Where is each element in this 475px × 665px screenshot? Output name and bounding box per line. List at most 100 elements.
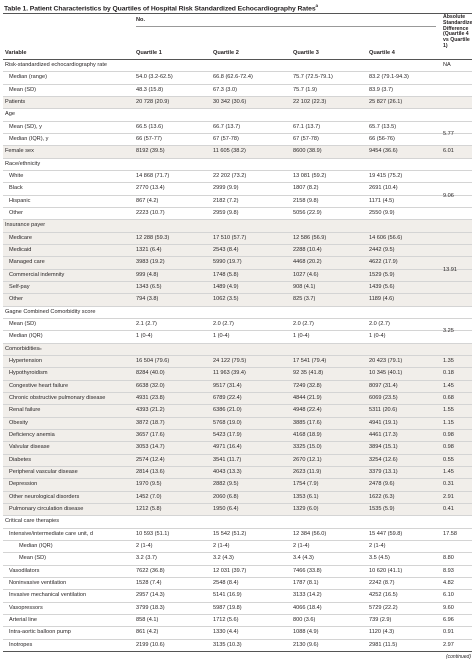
quartile-3-cell: 1807 (8.2) — [293, 185, 319, 192]
variable-label: Deficiency anemia — [9, 430, 137, 441]
variable-label: Black — [9, 183, 137, 194]
variable-label: Median (IQR), y — [9, 134, 137, 145]
variable-label: Pulmonary circulation disease — [9, 504, 137, 515]
variable-label: Arterial line — [9, 615, 137, 626]
variable-label: Intensive/intermediate care unit, d — [9, 529, 137, 540]
quartile-2-cell: 1330 (4.4) — [213, 629, 239, 636]
header-variable: Variable — [5, 50, 27, 57]
quartile-3-cell: 3885 (17.6) — [293, 419, 322, 426]
quartile-4-cell: 1439 (5.6) — [369, 283, 395, 290]
table-row: Other 2223 (10.7) 2959 (9.8) 5056 (22.9) 255… — [3, 208, 472, 221]
quartile-2-cell: 4043 (13.3) — [213, 468, 242, 475]
abs-std-diff-cell: 8.80 — [443, 555, 454, 562]
abs-std-diff-cell: 17.58 — [443, 530, 457, 537]
abs-std-diff-cell: 8.93 — [443, 567, 454, 574]
variable-label-text: Other neurological disorders — [9, 493, 80, 500]
table-row: Inotropes 2199 (10.6) 3135 (10.3) 2130 (9.6… — [3, 640, 472, 652]
table-row: Renal failure 4393 (21.2) 6386 (21.0) 4948 … — [3, 405, 472, 418]
variable-label-text: Mean (SD), y — [9, 123, 42, 130]
patient-characteristics-table: No. Variable Quartile 1 Quartile 2 Quart… — [3, 13, 472, 652]
quartile-2-cell: 2548 (8.4) — [213, 579, 239, 586]
variable-label: Gagne Combined Comorbidity score — [5, 307, 133, 318]
quartile-4-cell: 2981 (11.5) — [369, 641, 398, 648]
variable-label-text: Mean (SD) — [9, 320, 37, 327]
abs-std-diff-cell: 4.82 — [443, 579, 454, 586]
section-row: Race/ethnicity — [3, 159, 472, 171]
quartile-2-cell: 1062 (3.5) — [213, 296, 239, 303]
abs-std-diff-cell: 1.55 — [443, 407, 454, 414]
table-row: Black 2770 (13.4) 2999 (9.9) 1807 (8.2) 2691… — [3, 183, 472, 196]
variable-label-text: Inotropes — [9, 641, 33, 648]
quartile-3-cell: 12 384 (56.0) — [293, 530, 327, 537]
table-row: Noninvasive ventilation 1528 (7.4) 2548 (8… — [3, 578, 472, 591]
variable-label: Mean (SD) — [9, 85, 137, 96]
quartile-1-cell: 1321 (6.4) — [136, 246, 162, 253]
quartile-2-cell: 1 (0-4) — [213, 333, 230, 340]
quartile-4-cell: 2691 (10.4) — [369, 185, 398, 192]
table-row: Vasodilators 7622 (36.8) 12 031 (39.7) 7466… — [3, 566, 472, 578]
quartile-1-cell: 1528 (7.4) — [136, 579, 162, 586]
quartile-4-cell: 6069 (23.5) — [369, 394, 398, 401]
variable-label-text: Intensive/intermediate care unit, d — [9, 530, 93, 537]
table-row: Invasive mechanical ventilation 2957 (14.… — [3, 590, 472, 603]
variable-label: Inotropes — [9, 640, 137, 651]
variable-label: Noninvasive ventilation — [9, 578, 137, 589]
header-quartile-3: Quartile 3 — [293, 50, 319, 57]
quartile-1-cell: 1452 (7.0) — [136, 493, 162, 500]
quartile-2-cell: 2959 (9.8) — [213, 209, 239, 216]
quartile-4-cell: 19 415 (75.2) — [369, 172, 403, 179]
table-row: Vasopressors 3799 (18.3) 5987 (19.8) 4066 (… — [3, 603, 472, 615]
quartile-3-cell: 4844 (21.9) — [293, 394, 322, 401]
quartile-2-cell: 2060 (6.8) — [213, 493, 239, 500]
quartile-1-cell: 2574 (12.4) — [136, 456, 165, 463]
variable-label: Risk-standardized echocardiography rate — [5, 60, 133, 71]
quartile-2-cell: 9517 (31.4) — [213, 382, 242, 389]
section-row: Critical care therapies — [3, 516, 472, 529]
variable-label: Other — [9, 294, 137, 305]
variable-label-text: Hypothyroidism — [9, 370, 48, 377]
variable-label: Mean (SD) — [9, 319, 137, 330]
table-row: Median (IQR) 2 (1-4) 2 (1-4) 2 (1-4) 2 (1-4) — [3, 541, 472, 554]
quartile-4-cell: 9454 (36.6) — [369, 148, 398, 155]
quartile-2-cell: 67.3 (3.0) — [213, 86, 237, 93]
variable-label-text: Hypertension — [9, 357, 42, 364]
variable-label-text: Invasive mechanical ventilation — [9, 592, 87, 599]
quartile-1-cell: 54.0 (3.2-62.5) — [136, 74, 173, 81]
quartile-2-cell: 2.0 (2.7) — [213, 320, 234, 327]
quartile-2-cell: 12 031 (39.7) — [213, 567, 247, 574]
quartile-1-cell: 3657 (17.6) — [136, 431, 165, 438]
quartile-1-cell: 2770 (13.4) — [136, 185, 165, 192]
quartile-1-cell: 6638 (32.0) — [136, 382, 165, 389]
quartile-3-cell: 67.1 (13.7) — [293, 123, 321, 130]
quartile-2-cell: 3135 (10.3) — [213, 641, 242, 648]
quartile-4-cell: 4461 (17.3) — [369, 431, 398, 438]
quartile-2-cell: 1712 (5.6) — [213, 616, 239, 623]
table-row: Median (range) 54.0 (3.2-62.5) 66.8 (62.6-… — [3, 72, 472, 85]
table-row: Mean (SD) 2.1 (2.7) 2.0 (2.7) 2.0 (2.7) 2.0 … — [3, 319, 472, 332]
quartile-2-cell: 66.7 (13.7) — [213, 123, 241, 130]
quartile-3-cell: 1353 (6.1) — [293, 493, 319, 500]
table-row: Obesity 3872 (18.7) 5768 (19.0) 3885 (17.6)… — [3, 417, 472, 430]
variable-label-text: Self-pay — [9, 283, 30, 290]
quartile-3-cell: 2 (1-4) — [293, 542, 310, 549]
quartile-3-cell: 1754 (7.9) — [293, 481, 319, 488]
abs-std-diff-cell: 0.68 — [443, 394, 454, 401]
quartile-4-cell: 2442 (9.5) — [369, 246, 395, 253]
variable-label-text: Median (IQR) — [9, 333, 43, 340]
quartile-2-cell: 17 510 (57.7) — [213, 234, 247, 241]
quartile-3-cell: 2130 (9.6) — [293, 641, 319, 648]
quartile-1-cell: 48.3 (15.8) — [136, 86, 164, 93]
variable-label-text: Other — [9, 209, 23, 216]
quartile-4-cell: 1171 (4.5) — [369, 197, 395, 204]
quartile-4-cell: 25 827 (26.1) — [369, 98, 403, 105]
variable-label: Managed care — [9, 257, 137, 268]
header-rule — [136, 26, 436, 27]
table-row: Hypertension 16 504 (79.6) 24 122 (79.5) 17… — [3, 356, 472, 369]
variable-label: Self-pay — [9, 282, 137, 293]
header-abs-std-diff: Absolute Standardized Difference (Quarti… — [443, 14, 472, 50]
variable-label-text: Pulmonary circulation disease — [9, 505, 84, 512]
table-row: Hypothyroidism 8284 (40.0) 11 963 (39.4) 92… — [3, 368, 472, 381]
quartile-4-cell: 2.0 (2.7) — [369, 320, 390, 327]
table-row: Other 794 (3.8) 1062 (3.5) 825 (3.7) 1189 (4… — [3, 294, 472, 307]
quartile-3-cell: 2623 (11.9) — [293, 468, 322, 475]
